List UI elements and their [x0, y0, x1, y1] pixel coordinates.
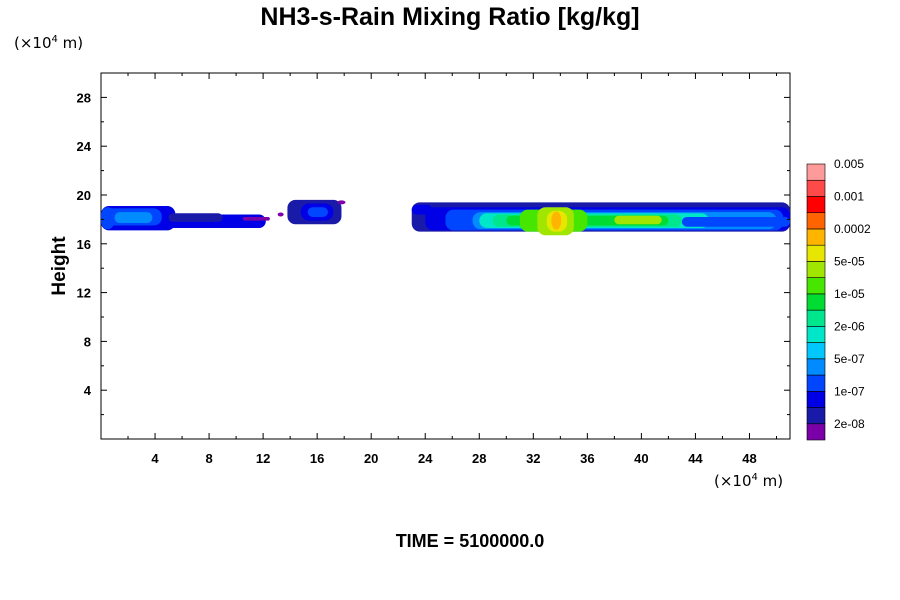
colorbar-swatch	[806, 244, 826, 262]
y-tick-label: 28	[77, 90, 91, 105]
colorbar-label: 0.005	[834, 157, 864, 171]
y-tick-label: 8	[84, 334, 91, 349]
chart-title: NH3-s-Rain Mixing Ratio [kg/kg]	[260, 3, 640, 31]
colorbar-label: 5e-05	[834, 254, 865, 268]
plot-frame	[100, 72, 791, 440]
cloud-left-tail	[168, 213, 223, 222]
colorbar-swatch	[806, 342, 826, 360]
y-tick-label: 24	[77, 139, 92, 154]
cloud-left-edge-strip	[101, 207, 115, 230]
y-tick-label: 4	[84, 383, 92, 398]
x-tick-label: 12	[256, 451, 270, 466]
colorbar-swatch	[806, 423, 826, 441]
y-axis: 4 8 12 16 20 24 28	[77, 90, 790, 416]
x-tick-label: 8	[205, 451, 212, 466]
x-tick-label: 20	[364, 451, 378, 466]
colorbar-swatch	[806, 374, 826, 392]
mixing-ratio-field	[101, 199, 790, 236]
x-axis-unit: (×104 m)	[714, 472, 784, 490]
colorbar-swatch	[806, 179, 826, 197]
colorbar-swatch	[806, 277, 826, 295]
cloud-right-leading-edge	[411, 204, 432, 215]
colorbar-swatch	[806, 196, 826, 214]
colorbar-swatch	[806, 326, 826, 343]
time-label: TIME = 5100000.0	[395, 531, 545, 551]
colorbar-swatch	[806, 358, 826, 376]
x-axis: 4 8 12 16 20 24 28 32 36 40 44 48	[127, 73, 777, 466]
x-tick-label: 36	[580, 451, 594, 466]
x-tick-label: 28	[472, 451, 486, 466]
colorbar-label: 1e-07	[834, 384, 865, 398]
colorbar-swatch	[806, 293, 826, 311]
x-tick-label: 4	[151, 451, 159, 466]
x-tick-label: 32	[526, 451, 540, 466]
x-tick-label: 48	[742, 451, 756, 466]
y-tick-label: 12	[77, 286, 91, 301]
cloud-left-core	[114, 212, 153, 224]
colorbar-label: 0.0002	[834, 222, 871, 236]
colorbar-label: 0.001	[834, 189, 864, 203]
colorbar-swatch	[806, 390, 826, 408]
colorbar: 2e-08 1e-07 5e-07 2e-06 1e-05 5e-05 0.0002 0.00…	[806, 157, 871, 441]
cloud-middle-speck	[337, 200, 346, 205]
cloud-left-edge	[242, 216, 270, 221]
cloud-right-secondary	[614, 215, 662, 225]
y-axis-unit: (×104 m)	[14, 34, 84, 52]
cloud-middle-core	[307, 207, 328, 217]
x-tick-label: 24	[418, 451, 433, 466]
colorbar-swatch	[806, 407, 826, 425]
colorbar-swatch	[806, 212, 826, 230]
colorbar-label: 2e-06	[834, 319, 865, 333]
y-tick-label: 16	[77, 237, 91, 252]
cloud-middle-speck	[277, 212, 284, 217]
colorbar-swatch	[806, 309, 826, 327]
x-tick-label: 44	[688, 451, 703, 466]
colorbar-label: 1e-05	[834, 287, 865, 301]
cloud-right-edge	[681, 216, 790, 227]
x-tick-label: 16	[310, 451, 324, 466]
colorbar-swatch	[806, 261, 826, 278]
cloud-right-peak-max	[551, 211, 562, 230]
colorbar-swatch	[806, 163, 826, 181]
x-tick-label: 40	[634, 451, 648, 466]
colorbar-label: 5e-07	[834, 352, 865, 366]
colorbar-label: 2e-08	[834, 417, 865, 431]
colorbar-swatch	[806, 228, 826, 246]
y-tick-label: 20	[77, 188, 91, 203]
